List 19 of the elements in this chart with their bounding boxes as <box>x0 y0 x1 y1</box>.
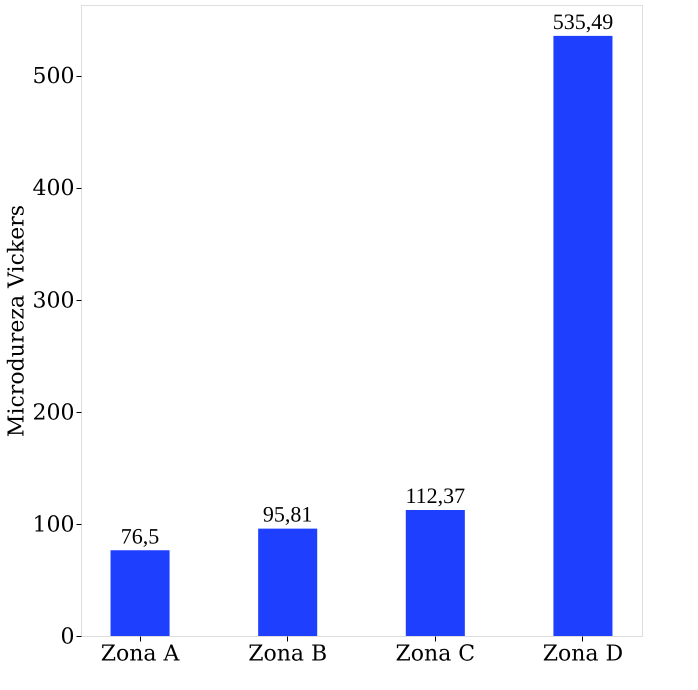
bar <box>406 510 465 636</box>
data-label: 535,49 <box>552 8 614 34</box>
x-tick-label: Zona C <box>395 642 476 666</box>
y-axis-title: Microdureza Vickers <box>4 204 30 438</box>
data-label: 95,81 <box>262 502 312 527</box>
bar <box>258 528 318 636</box>
x-tick-label: Zona D <box>542 642 624 666</box>
y-tick-label: 500 <box>32 64 74 90</box>
x-tick-label: Zona B <box>248 642 328 666</box>
y-tick-label: 400 <box>32 176 74 202</box>
y-tick-label: 100 <box>32 512 74 538</box>
bar <box>553 36 612 636</box>
y-tick-label: 0 <box>60 624 74 650</box>
y-tick-label: 300 <box>32 288 74 314</box>
bar <box>110 550 170 636</box>
x-tick-label: Zona A <box>100 642 181 666</box>
data-label: 76,5 <box>120 523 160 548</box>
data-label: 112,37 <box>405 483 466 508</box>
y-tick-label: 200 <box>32 400 74 426</box>
